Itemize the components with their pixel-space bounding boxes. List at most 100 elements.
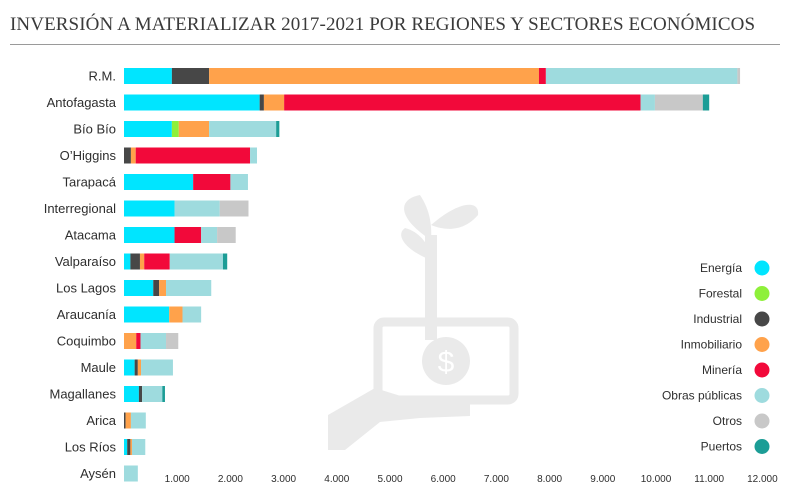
- x-axis-ticks: 1.000 2.000 3.000 4.000 5.000 6.000 7.000 8.000…: [165, 474, 778, 485]
- bar-los-lagos-energia: [124, 280, 154, 296]
- x-tick-label: 8.000: [537, 474, 562, 485]
- legend-label-forestal: Forestal: [699, 287, 742, 301]
- bar-maule-industrial: [134, 359, 138, 376]
- bar-los-lagos-obras-publicas: [166, 280, 212, 296]
- category-label-antofagasta: Antofagasta: [47, 95, 117, 110]
- x-tick-label: 11.000: [694, 474, 724, 485]
- bar-coquimbo-otros: [166, 333, 179, 349]
- x-tick-label: 1.000: [165, 474, 190, 485]
- bar-magallanes-industrial: [138, 386, 143, 402]
- bar-r-m-mineria: [538, 68, 546, 84]
- bar-magallanes-energia: [124, 386, 139, 402]
- legend-label-otros: Otros: [713, 414, 742, 428]
- bar-los-rios-energia: [124, 439, 128, 455]
- bar-araucania-inmobiliario: [169, 306, 183, 323]
- bar-valparaiso-mineria: [144, 253, 170, 270]
- bar-r-m-energia: [124, 68, 172, 84]
- bar-o-higgins-inmobiliario: [130, 147, 136, 164]
- bar-bio-bio-inmobiliario: [178, 121, 210, 137]
- bar-tarapaca-obras-publicas: [230, 174, 248, 190]
- x-tick-label: 4.000: [324, 474, 349, 485]
- category-label-maule: Maule: [81, 360, 116, 375]
- legend: Energía Forestal Industrial Inmobiliario Min…: [662, 260, 770, 454]
- bar-o-higgins-mineria: [135, 147, 251, 164]
- x-tick-label: 5.000: [377, 474, 402, 485]
- legend-swatch-puertos: [754, 439, 770, 454]
- bar-bio-bio-puertos: [276, 121, 280, 137]
- category-label-coquimbo: Coquimbo: [57, 334, 116, 349]
- bar-antofagasta-inmobiliario: [263, 94, 285, 111]
- bar-arica-inmobiliario: [125, 412, 131, 429]
- bar-r-m-inmobiliario: [209, 68, 539, 84]
- bar-antofagasta-otros: [654, 94, 703, 111]
- bar-valparaiso-industrial: [130, 253, 140, 270]
- bar-r-m-otros: [737, 68, 741, 84]
- bar-los-lagos-inmobiliario: [159, 280, 167, 296]
- legend-label-mineria: Minería: [702, 363, 742, 377]
- chart-title: INVERSIÓN A MATERIALIZAR 2017-2021 POR R…: [10, 14, 756, 35]
- legend-swatch-mineria: [754, 362, 770, 378]
- chart-area: $ R.M. Antofagasta Bío Bío O’Higgins Tarapac…: [44, 68, 778, 485]
- bar-maule-obras-publicas: [141, 359, 173, 376]
- x-tick-label: 9.000: [590, 474, 615, 485]
- bar-arica-obras-publicas: [130, 412, 146, 429]
- bar-r-m-obras-publicas: [545, 68, 738, 84]
- legend-swatch-energia: [754, 260, 770, 276]
- bar-o-higgins-industrial: [124, 147, 131, 164]
- category-label-interregional: Interregional: [44, 201, 116, 216]
- bar-interregional-obras-publicas: [174, 200, 220, 217]
- bar-aysen-obras-publicas: [124, 465, 138, 482]
- legend-label-puertos: Puertos: [701, 440, 742, 454]
- bar-valparaiso-obras-publicas: [169, 253, 223, 270]
- category-label-arica: Arica: [86, 413, 116, 428]
- legend-swatch-otros: [754, 413, 770, 429]
- x-tick-label: 7.000: [484, 474, 509, 485]
- bar-tarapaca-energia: [124, 174, 194, 190]
- bar-bio-bio-forestal: [171, 121, 179, 137]
- legend-label-industrial: Industrial: [693, 312, 742, 326]
- legend-swatch-forestal: [754, 286, 770, 301]
- bar-valparaiso-inmobiliario: [139, 253, 145, 270]
- x-tick-label: 2.000: [218, 474, 243, 485]
- bar-antofagasta-mineria: [284, 94, 641, 111]
- legend-label-energia: Energía: [700, 261, 742, 275]
- bar-los-rios-inmobiliario: [130, 439, 132, 455]
- x-tick-label: 12.000: [747, 474, 778, 485]
- bar-valparaiso-energia: [124, 253, 131, 270]
- bar-coquimbo-inmobiliario: [124, 333, 137, 349]
- category-labels: R.M. Antofagasta Bío Bío O’Higgins Tarapacá I…: [44, 69, 117, 482]
- x-tick-label: 3.000: [271, 474, 296, 485]
- bar-los-rios-obras-publicas: [131, 439, 146, 455]
- legend-label-obras-publicas: Obras públicas: [662, 389, 742, 403]
- bar-antofagasta-energia: [124, 94, 260, 111]
- bar-valparaiso-puertos: [222, 253, 228, 270]
- category-label-atacama: Atacama: [65, 228, 117, 243]
- plant-money-watermark-icon: $: [328, 195, 519, 450]
- title-divider: [10, 44, 780, 45]
- svg-text:$: $: [438, 346, 455, 379]
- bar-magallanes-obras-publicas: [142, 386, 163, 402]
- bar-bio-bio-energia: [124, 121, 172, 137]
- bar-atacama-otros: [217, 227, 236, 243]
- bar-maule-energia: [124, 359, 135, 376]
- bar-coquimbo-obras-publicas: [140, 333, 167, 349]
- bar-bio-bio-obras-publicas: [209, 121, 277, 137]
- bar-araucania-obras-publicas: [182, 306, 202, 323]
- bar-atacama-obras-publicas: [201, 227, 218, 243]
- category-label-los-lagos: Los Lagos: [56, 281, 116, 296]
- bar-araucania-energia: [124, 306, 170, 323]
- bar-magallanes-puertos: [162, 386, 165, 402]
- bar-antofagasta-puertos: [702, 94, 710, 111]
- bar-o-higgins-obras-publicas: [250, 147, 257, 164]
- bar-r-m-industrial: [171, 68, 210, 84]
- bar-los-rios-industrial: [127, 439, 131, 455]
- category-label-r-m: R.M.: [89, 69, 116, 84]
- bar-atacama-mineria: [174, 227, 202, 243]
- legend-swatch-industrial: [754, 311, 770, 327]
- bar-antofagasta-obras-publicas: [640, 94, 655, 111]
- category-label-aysen: Aysén: [80, 466, 116, 481]
- bar-antofagasta-industrial: [259, 94, 264, 111]
- category-label-los-rios: Los Ríos: [65, 440, 117, 455]
- category-label-o-higgins: O’Higgins: [60, 148, 117, 163]
- x-tick-label: 10.000: [641, 474, 672, 485]
